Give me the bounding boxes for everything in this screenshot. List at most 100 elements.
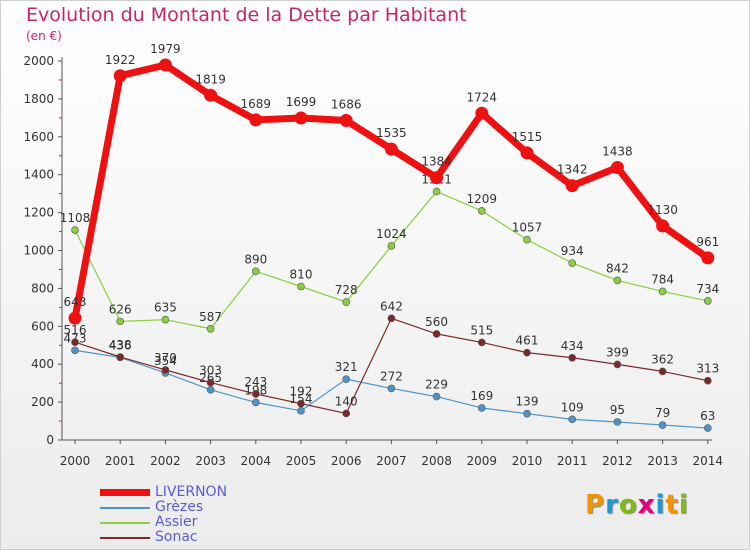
data-point-grezes [477, 404, 486, 412]
data-point-livernon [384, 142, 398, 156]
data-point-assier [568, 259, 577, 267]
data-label-assier: 890 [244, 252, 267, 266]
data-label-assier: 734 [696, 282, 719, 296]
data-point-grezes [568, 415, 577, 424]
data-point-grezes [613, 418, 622, 426]
data-point-assier [387, 242, 396, 250]
data-point-livernon [339, 114, 353, 128]
legend-item-sonac: Sonac [100, 529, 340, 545]
data-label-livernon: 1384 [421, 155, 452, 169]
data-label-livernon: 1535 [376, 126, 407, 140]
legend: LIVERNON Grèzes Assier Sonac [100, 484, 340, 545]
legend-label-livernon: LIVERNON [155, 484, 228, 500]
y-tick-label: 2000 [23, 54, 54, 68]
data-label-grezes: 63 [700, 409, 715, 423]
y-tick-label: 1600 [23, 130, 54, 144]
x-tick-label: 2009 [467, 454, 498, 468]
data-label-assier: 626 [109, 302, 132, 316]
data-point-grezes [523, 409, 531, 418]
y-tick-label: 800 [31, 281, 54, 295]
data-point-livernon [656, 219, 670, 233]
data-label-sonac: 303 [199, 364, 222, 378]
data-point-sonac [297, 399, 305, 408]
data-label-sonac: 362 [651, 352, 674, 366]
data-label-assier: 1108 [60, 211, 91, 225]
data-label-grezes: 95 [610, 403, 625, 417]
data-point-assier [523, 235, 531, 244]
data-point-livernon [158, 58, 172, 72]
data-point-sonac [658, 367, 667, 376]
legend-item-assier: Assier [100, 514, 340, 530]
y-tick-label: 1800 [23, 92, 54, 106]
data-label-sonac: 399 [606, 345, 629, 359]
x-tick-label: 2003 [195, 454, 226, 468]
data-label-assier: 810 [290, 268, 313, 282]
data-label-assier: 1024 [376, 227, 407, 241]
data-label-livernon: 1689 [241, 97, 272, 111]
data-label-livernon: 643 [64, 295, 87, 309]
legend-item-grezes: Grèzes [100, 499, 340, 515]
data-point-assier [252, 267, 260, 276]
data-label-sonac: 461 [516, 334, 539, 348]
data-point-assier [71, 226, 79, 234]
x-tick-label: 2011 [557, 454, 588, 468]
y-tick-label: 200 [31, 395, 54, 409]
legend-label-sonac: Sonac [155, 529, 198, 545]
data-point-sonac [477, 338, 486, 347]
x-tick-label: 2002 [150, 454, 181, 468]
data-label-grezes: 229 [425, 378, 448, 392]
data-label-grezes: 354 [154, 354, 177, 368]
data-point-livernon [68, 311, 82, 325]
x-tick-label: 2008 [421, 454, 452, 468]
data-label-assier: 842 [606, 261, 629, 275]
data-label-livernon: 1699 [286, 95, 317, 109]
data-label-grezes: 473 [64, 331, 87, 345]
data-point-assier [432, 187, 441, 196]
data-point-grezes [387, 384, 396, 393]
data-point-livernon [520, 146, 534, 160]
data-label-sonac: 515 [470, 323, 493, 337]
x-tick-label: 2007 [376, 454, 407, 468]
data-label-assier: 728 [335, 283, 358, 297]
legend-swatch-grezes [100, 507, 150, 509]
data-label-livernon: 961 [696, 235, 719, 249]
data-label-assier: 934 [561, 244, 584, 258]
data-point-grezes [703, 424, 712, 432]
data-label-sonac: 243 [244, 375, 267, 389]
data-point-livernon [610, 160, 624, 174]
data-label-sonac: 438 [109, 338, 132, 352]
y-tick-label: 1000 [23, 244, 54, 258]
legend-label-grezes: Grèzes [155, 499, 204, 515]
legend-label-assier: Assier [155, 514, 198, 530]
data-point-assier [342, 298, 351, 306]
data-label-livernon: 1979 [150, 42, 181, 56]
data-point-livernon [565, 179, 579, 193]
data-label-assier: 1057 [512, 221, 543, 235]
data-point-assier [477, 207, 486, 215]
data-point-assier [116, 317, 124, 326]
data-point-sonac [703, 376, 712, 385]
data-label-livernon: 1724 [467, 90, 498, 104]
data-label-grezes: 169 [470, 389, 493, 403]
data-label-assier: 635 [154, 301, 177, 315]
data-point-sonac [342, 409, 351, 418]
data-point-sonac [432, 330, 441, 338]
data-label-grezes: 272 [380, 369, 403, 383]
y-tick-label: 0 [46, 433, 54, 447]
proxiti-logo: Proxiti [585, 490, 689, 520]
data-label-grezes: 79 [655, 406, 670, 420]
legend-swatch-sonac [100, 537, 150, 539]
data-label-sonac: 642 [380, 299, 403, 313]
data-point-assier [613, 276, 622, 285]
data-label-sonac: 516 [64, 323, 87, 337]
data-point-assier [297, 282, 305, 291]
data-label-livernon: 1438 [602, 144, 633, 158]
data-label-assier: 587 [199, 310, 222, 324]
data-label-grezes: 109 [561, 400, 584, 414]
data-label-sonac: 370 [154, 351, 177, 365]
data-label-livernon: 1922 [105, 53, 136, 67]
data-point-assier [703, 297, 712, 305]
data-label-sonac: 192 [290, 385, 313, 399]
data-point-sonac [116, 353, 124, 361]
data-label-livernon: 1342 [557, 163, 588, 177]
